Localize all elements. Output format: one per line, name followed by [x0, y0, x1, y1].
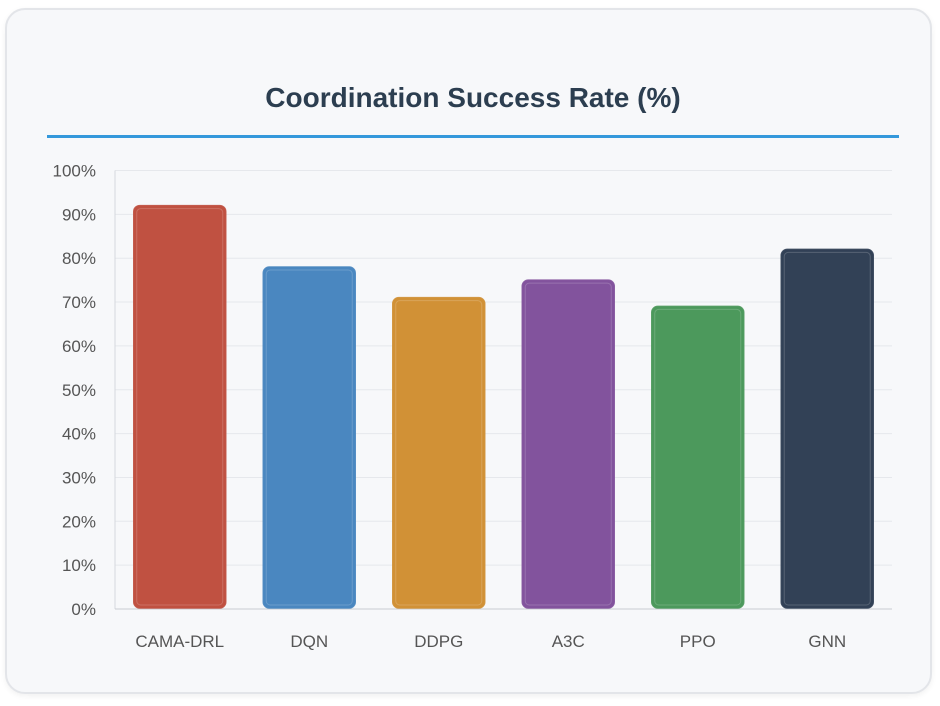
- bar-highlight: [654, 308, 742, 606]
- y-tick-label: 60%: [62, 337, 96, 356]
- bar-highlight: [136, 208, 224, 606]
- y-tick-label: 0%: [71, 600, 96, 619]
- y-tick-label: 100%: [53, 162, 96, 181]
- x-tick-label: DQN: [290, 632, 328, 651]
- bar-highlight: [783, 251, 871, 606]
- bar-dqn: [262, 266, 356, 609]
- y-tick-label: 80%: [62, 249, 96, 268]
- y-tick-label: 20%: [62, 512, 96, 531]
- bar-highlight: [395, 300, 483, 606]
- bar-cama-drl: [133, 204, 227, 609]
- y-tick-label: 40%: [62, 425, 96, 444]
- bar-highlight: [524, 282, 612, 606]
- y-tick-label: 50%: [62, 381, 96, 400]
- bar-highlight: [265, 269, 353, 606]
- title-underline: [47, 135, 899, 138]
- x-tick-label: PPO: [680, 632, 716, 651]
- y-tick-label: 90%: [62, 205, 96, 224]
- y-tick-label: 10%: [62, 556, 96, 575]
- x-tick-label: CAMA-DRL: [135, 632, 224, 651]
- x-tick-label: GNN: [808, 632, 846, 651]
- y-tick-label: 30%: [62, 468, 96, 487]
- x-tick-label: A3C: [552, 632, 585, 651]
- x-tick-label: DDPG: [414, 632, 463, 651]
- bar-ddpg: [392, 296, 486, 609]
- bar-ppo: [651, 305, 745, 609]
- y-tick-label: 70%: [62, 293, 96, 312]
- chart-title: Coordination Success Rate (%): [265, 82, 681, 113]
- bar-a3c: [521, 279, 615, 609]
- bar-gnn: [780, 248, 874, 609]
